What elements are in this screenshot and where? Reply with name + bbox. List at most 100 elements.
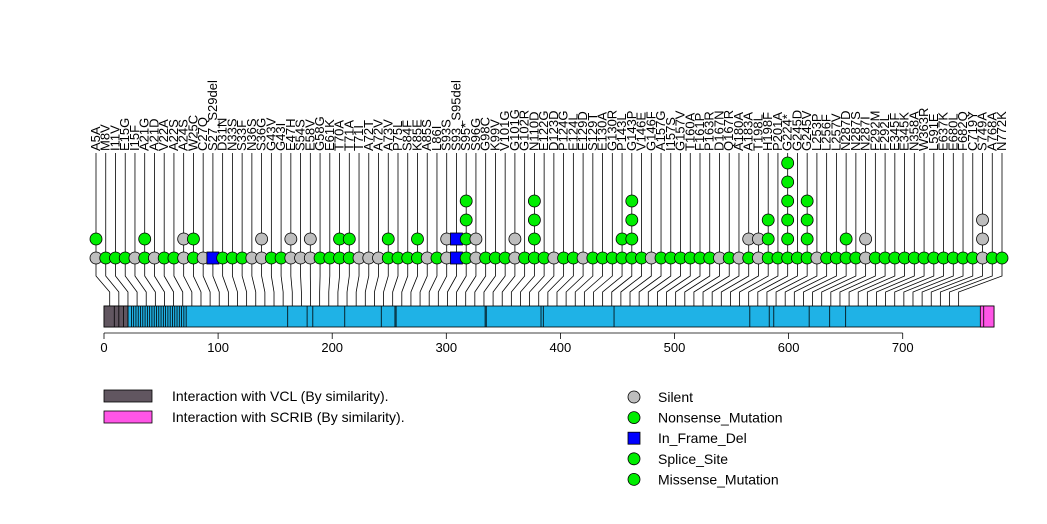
domain-legend-swatch (103, 410, 153, 424)
mutation-label: D123D (546, 111, 561, 151)
position-connector (647, 258, 672, 306)
position-connector (930, 258, 974, 306)
mutation-point-stacked (303, 232, 317, 246)
position-connector (903, 258, 944, 306)
position-connector (202, 258, 211, 306)
axis-tick-label: 300 (435, 340, 457, 355)
mutation-label: E122G (536, 111, 551, 151)
mutation-label: N36S (244, 118, 259, 151)
mutation-point-stacked (527, 213, 541, 227)
mutation-point (995, 251, 1009, 265)
axis-tick-label: 400 (550, 340, 572, 355)
position-connector (684, 258, 711, 306)
mutation-label: P201A (770, 112, 785, 151)
mutation-label: C719Y (965, 111, 980, 151)
position-connector (629, 258, 652, 306)
mutation-label: I15F (127, 125, 142, 151)
mutation-label: S36G (254, 118, 269, 151)
mutation-label: G224* (780, 114, 795, 151)
position-connector (538, 258, 555, 306)
mutation-label: N358A (906, 111, 921, 151)
mutation-label: S129T (585, 113, 600, 151)
position-connector (144, 258, 156, 306)
mutation-label: G98C (478, 117, 493, 151)
mutation-point-stacked (411, 232, 424, 246)
position-connector (437, 258, 448, 306)
mutation-label: A5A (88, 126, 103, 151)
position-connector (520, 258, 535, 306)
position-connector (231, 258, 238, 306)
mutation-point-stacked (761, 232, 775, 246)
mutation-label: P124G (556, 111, 571, 151)
position-connector (921, 258, 964, 306)
mutation-label: E345F (887, 113, 902, 151)
position-connector (675, 258, 701, 306)
mutation-point-stacked (976, 213, 989, 227)
mutation-point-stacked (800, 194, 814, 208)
position-connector (163, 258, 175, 306)
mutation-label: G102R (517, 110, 532, 151)
mutation-label: N287D (838, 111, 853, 151)
mutation-label: A72V (371, 119, 386, 151)
position-connector (183, 258, 193, 306)
position-connector (593, 258, 613, 306)
position-connector (775, 258, 808, 306)
position-connector (730, 258, 759, 306)
mutation-label: P143L (614, 113, 629, 151)
mutation-label: A183A (741, 112, 756, 151)
mutation-point-stacked (859, 232, 873, 246)
position-connector (346, 258, 350, 306)
mutation-label: L86I (429, 126, 444, 151)
position-connector (839, 258, 876, 306)
mutation-label: A21G (137, 118, 152, 151)
position-connector (821, 258, 857, 306)
mutation-label: T71A (341, 120, 356, 151)
mutation-label: A72T (361, 120, 376, 151)
mutation-point-stacked (839, 232, 853, 246)
mutation-point-stacked (89, 232, 103, 246)
mutation-point-stacked (781, 213, 795, 227)
mutation-label: G157V (673, 110, 688, 151)
type-legend-label: In_Frame_Del (658, 430, 747, 446)
position-connector (547, 258, 565, 306)
position-connector (876, 258, 915, 306)
position-connector (483, 258, 496, 306)
position-connector (830, 258, 867, 306)
mutation-label: C27Q (195, 117, 210, 151)
position-connector (574, 258, 594, 306)
mutation-label: A22S (166, 119, 181, 151)
position-connector (124, 258, 138, 306)
position-connector (447, 258, 457, 306)
position-connector (748, 258, 779, 306)
mutation-label: H198F (760, 112, 775, 151)
mutation-label: S96G (468, 118, 483, 151)
mutation-label: P75L (390, 121, 405, 151)
mutation-label: T160A (682, 112, 697, 151)
position-connectors (95, 258, 1003, 306)
position-connector (556, 258, 574, 306)
mutation-type-legend: Silent Nonsense_Mutation In_Frame_Del Splic… (627, 389, 783, 487)
position-connector (337, 258, 340, 306)
mutation-label: I11V (107, 125, 122, 151)
mutation-label: V146E (634, 112, 649, 151)
mutation-label: Q167R (721, 110, 736, 151)
position-connector (949, 258, 993, 306)
position-connector (565, 258, 584, 306)
mutation-label: A180A (731, 112, 746, 151)
position-connector (711, 258, 740, 306)
position-connector (212, 258, 220, 306)
mutation-point-stacked (625, 213, 639, 227)
mutation-label: G143P (624, 111, 639, 151)
mutation-label: S54S (293, 119, 308, 151)
mutation-label: T198L (750, 114, 765, 151)
position-connector (383, 258, 389, 306)
mutation-point-stacked (781, 194, 795, 208)
mutation-point-stacked (138, 232, 152, 246)
domain-legend-label: Interaction with VCL (By similarity). (172, 388, 389, 404)
mutation-point-stacked (527, 194, 541, 208)
position-connector (261, 258, 266, 306)
position-connector (757, 258, 789, 306)
mutation-label: S33F (234, 120, 249, 151)
axis-tick-label: 100 (207, 340, 229, 355)
mutation-point-stacked (781, 232, 795, 246)
